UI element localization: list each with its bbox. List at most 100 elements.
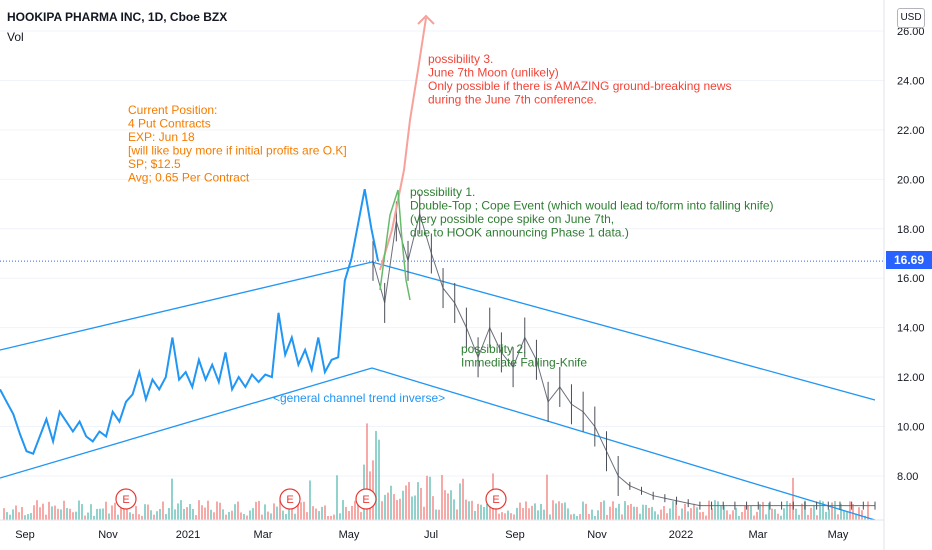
volume-bar: [303, 501, 305, 520]
volume-bar: [258, 500, 260, 520]
volume-bar: [522, 507, 524, 520]
volume-bar: [741, 512, 743, 520]
volume-bar: [756, 511, 758, 520]
volume-bar: [408, 482, 410, 520]
possibility-3-note: June 7th Moon (unlikely): [428, 66, 559, 80]
volume-bar: [471, 500, 473, 520]
possibility-3-note: possibility 3.: [428, 52, 493, 66]
volume-bar: [534, 503, 536, 520]
x-tick-label: 2021: [176, 529, 200, 541]
volume-bar: [783, 508, 785, 520]
volume-bar: [357, 505, 359, 520]
volume-bar: [195, 515, 197, 520]
volume-bar: [738, 515, 740, 520]
earnings-marker: [279, 488, 301, 510]
volume-bar: [786, 501, 788, 520]
y-tick-label: 14.00: [897, 323, 925, 335]
volume-bar: [117, 514, 119, 520]
volume-bar: [165, 514, 167, 520]
volume-bar: [327, 515, 329, 520]
volume-bar: [435, 509, 437, 520]
position-note: [will like buy more if initial profits a…: [128, 144, 347, 158]
position-note: EXP: Jun 18: [128, 130, 195, 144]
volume-bar: [843, 510, 845, 520]
volume-bar: [840, 503, 842, 520]
volume-bar: [345, 506, 347, 520]
volume-bar: [651, 506, 653, 520]
earnings-marker: [355, 488, 377, 510]
volume-bar: [81, 504, 83, 520]
volume-bar: [366, 423, 368, 520]
volume-bar: [300, 502, 302, 520]
volume-bar: [288, 504, 290, 520]
x-tick-label: May: [828, 529, 849, 541]
volume-bar: [549, 514, 551, 520]
volume-bar: [525, 501, 527, 520]
volume-bar: [570, 514, 572, 520]
volume-bar: [150, 510, 152, 520]
volume-bar: [528, 508, 530, 520]
volume-bar: [810, 507, 812, 520]
volume-bar: [597, 510, 599, 520]
channel-note: <general channel trend inverse>: [273, 391, 445, 405]
volume-bar: [441, 475, 443, 520]
volume-bar: [480, 504, 482, 520]
channel-line: [371, 367, 876, 521]
volume-bar: [621, 514, 623, 520]
x-tick-label: 2022: [669, 529, 693, 541]
volume-bar: [681, 508, 683, 520]
y-tick-label: 26.00: [897, 26, 925, 38]
volume-bar: [336, 475, 338, 520]
possibility-1-note: Double-Top ; Cope Event (which would lea…: [410, 199, 774, 213]
volume-bar: [822, 501, 824, 520]
y-tick-label: 18.00: [897, 224, 925, 236]
y-tick-label: 10.00: [897, 422, 925, 434]
volume-bar: [342, 500, 344, 520]
volume-bar: [297, 503, 299, 520]
volume-bar: [30, 512, 32, 520]
volume-bar: [249, 510, 251, 520]
volume-bar: [444, 490, 446, 520]
volume-bar: [12, 509, 14, 520]
volume-bar: [537, 510, 539, 520]
volume-bar: [69, 508, 71, 520]
volume-bar: [216, 501, 218, 520]
volume-bar: [48, 501, 50, 520]
volume-bar: [177, 503, 179, 520]
volume-bar: [231, 510, 233, 520]
volume-bar: [672, 501, 674, 520]
volume-bar: [636, 506, 638, 520]
volume-bar: [777, 513, 779, 520]
volume-bar: [24, 515, 26, 520]
volume-bar: [726, 510, 728, 520]
volume-bar: [354, 500, 356, 520]
position-note: SP; $12.5: [128, 157, 181, 171]
volume-bar: [138, 514, 140, 520]
volume-bar: [507, 510, 509, 520]
volume-bar: [306, 512, 308, 520]
volume-bar: [465, 499, 467, 520]
volume-bar: [531, 505, 533, 520]
volume-bar: [627, 505, 629, 520]
volume-bar: [114, 502, 116, 520]
volume-bar: [192, 508, 194, 520]
volume-bar: [585, 503, 587, 520]
x-tick-label: Nov: [587, 529, 607, 541]
currency-button[interactable]: USD: [897, 8, 925, 28]
volume-bar: [849, 501, 851, 520]
volume-bar: [348, 511, 350, 520]
price-series: [0, 189, 379, 455]
chart-grid: [0, 30, 884, 477]
volume-bar: [462, 478, 464, 520]
y-tick-label: 22.00: [897, 125, 925, 137]
possibility-1-note: (very possible cope spike on June 7th,: [410, 212, 614, 226]
volume-bar: [384, 494, 386, 520]
volume-bar: [468, 501, 470, 520]
volume-bar: [804, 500, 806, 520]
earnings-marker: [115, 488, 137, 510]
volume-bar: [237, 501, 239, 520]
volume-bar: [84, 515, 86, 520]
volume-bar: [789, 503, 791, 520]
